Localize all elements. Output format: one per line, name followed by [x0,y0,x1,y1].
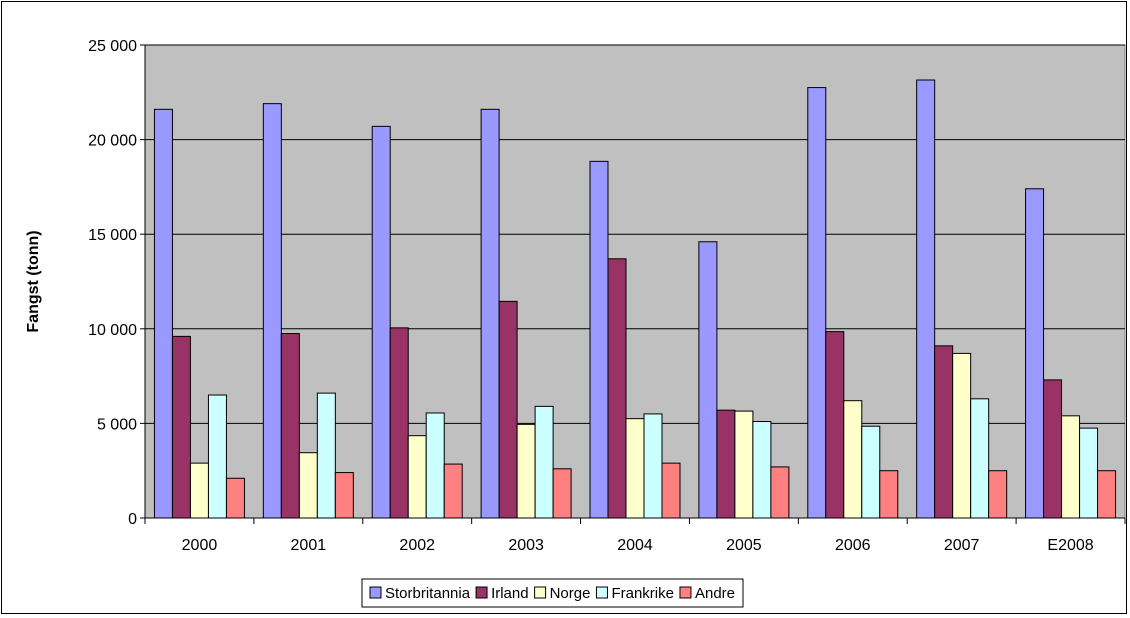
y-tick-label: 0 [128,511,137,528]
bar-norge-e2008 [1061,415,1081,519]
y-tick-label: 10 000 [88,322,137,339]
bar-andre-2006 [879,470,899,519]
legend-swatch-andre [679,586,692,599]
bar-irland-2003 [498,300,518,519]
plot-area [140,44,1126,524]
legend-label-andre: Andre [695,585,735,602]
x-tick-label: E2008 [1047,537,1093,554]
bar-storbritannia-2002 [371,125,391,519]
bar-irland-2001 [280,333,300,519]
bar-andre-2000 [225,477,245,519]
legend-swatch-frankrike [595,586,608,599]
bar-storbritannia-2003 [480,108,500,519]
bar-storbritannia-2005 [698,241,718,519]
y-axis-title: Fangst (tonn) [25,230,42,332]
bar-storbritannia-2000 [153,108,173,519]
axes [140,44,1126,524]
legend-swatch-storbritannia [369,586,382,599]
bar-norge-2002 [407,435,427,519]
bar-norge-2006 [843,400,863,519]
y-tick-label: 25 000 [88,38,137,55]
bar-frankrike-2006 [861,425,881,519]
legend-swatch-irland [475,586,488,599]
bar-storbritannia-e2008 [1025,188,1045,519]
x-tick-labels: 2000 2001 2002 2003 2004 2005 2006 2007 E2008 [182,537,1094,554]
y-tick-label: 5 000 [97,416,137,433]
bar-norge-2001 [298,452,318,519]
legend: Storbritannia Irland Norge Frankrike Andre [361,578,744,608]
legend-label-storbritannia: Storbritannia [385,585,471,602]
bar-norge-2005 [734,410,754,519]
bar-irland-e2008 [1043,379,1063,519]
y-tick-labels: 0 5 000 10 000 15 000 20 000 25 000 [88,38,137,528]
x-tick-label: 2007 [944,537,980,554]
bar-storbritannia-2007 [916,79,936,519]
bars [153,79,1117,519]
bar-andre-2005 [770,466,790,519]
x-tick-label: 2002 [399,537,435,554]
x-tick-label: 2004 [617,537,653,554]
bar-norge-2003 [516,423,536,519]
x-tick-label: 2003 [508,537,544,554]
bar-frankrike-2007 [970,398,990,519]
bar-frankrike-e2008 [1079,427,1099,519]
bar-frankrike-2001 [316,392,336,519]
bar-frankrike-2003 [534,405,554,519]
bar-frankrike-2000 [207,394,227,519]
bar-andre-2001 [334,472,354,519]
bar-irland-2000 [171,335,191,519]
legend-swatch-norge [534,586,547,599]
x-tick-label: 2000 [182,537,218,554]
bar-frankrike-2005 [752,421,772,519]
bar-andre-e2008 [1097,470,1117,519]
bar-andre-2007 [988,470,1008,519]
bar-storbritannia-2001 [262,103,282,519]
bar-andre-2003 [552,468,572,519]
bar-norge-2000 [189,462,209,519]
bar-frankrike-2002 [425,412,445,519]
bar-andre-2002 [443,463,463,519]
x-tick-label: 2001 [291,537,327,554]
bar-irland-2007 [934,345,954,519]
bar-frankrike-2004 [643,413,663,519]
bar-irland-2004 [607,258,627,519]
legend-label-irland: Irland [491,585,529,602]
bar-irland-2006 [825,331,845,519]
x-tick-label: 2006 [835,537,871,554]
x-tick-label: 2005 [726,537,762,554]
y-tick-label: 15 000 [88,227,137,244]
legend-label-norge: Norge [550,585,591,602]
legend-label-frankrike: Frankrike [611,585,674,602]
bar-irland-2005 [716,409,736,519]
bar-storbritannia-2006 [807,87,827,519]
y-tick-label: 20 000 [88,133,137,150]
bar-storbritannia-2004 [589,160,609,519]
bar-andre-2004 [661,462,681,519]
bar-norge-2007 [952,352,972,519]
bar-norge-2004 [625,418,645,519]
bar-irland-2002 [389,327,409,519]
